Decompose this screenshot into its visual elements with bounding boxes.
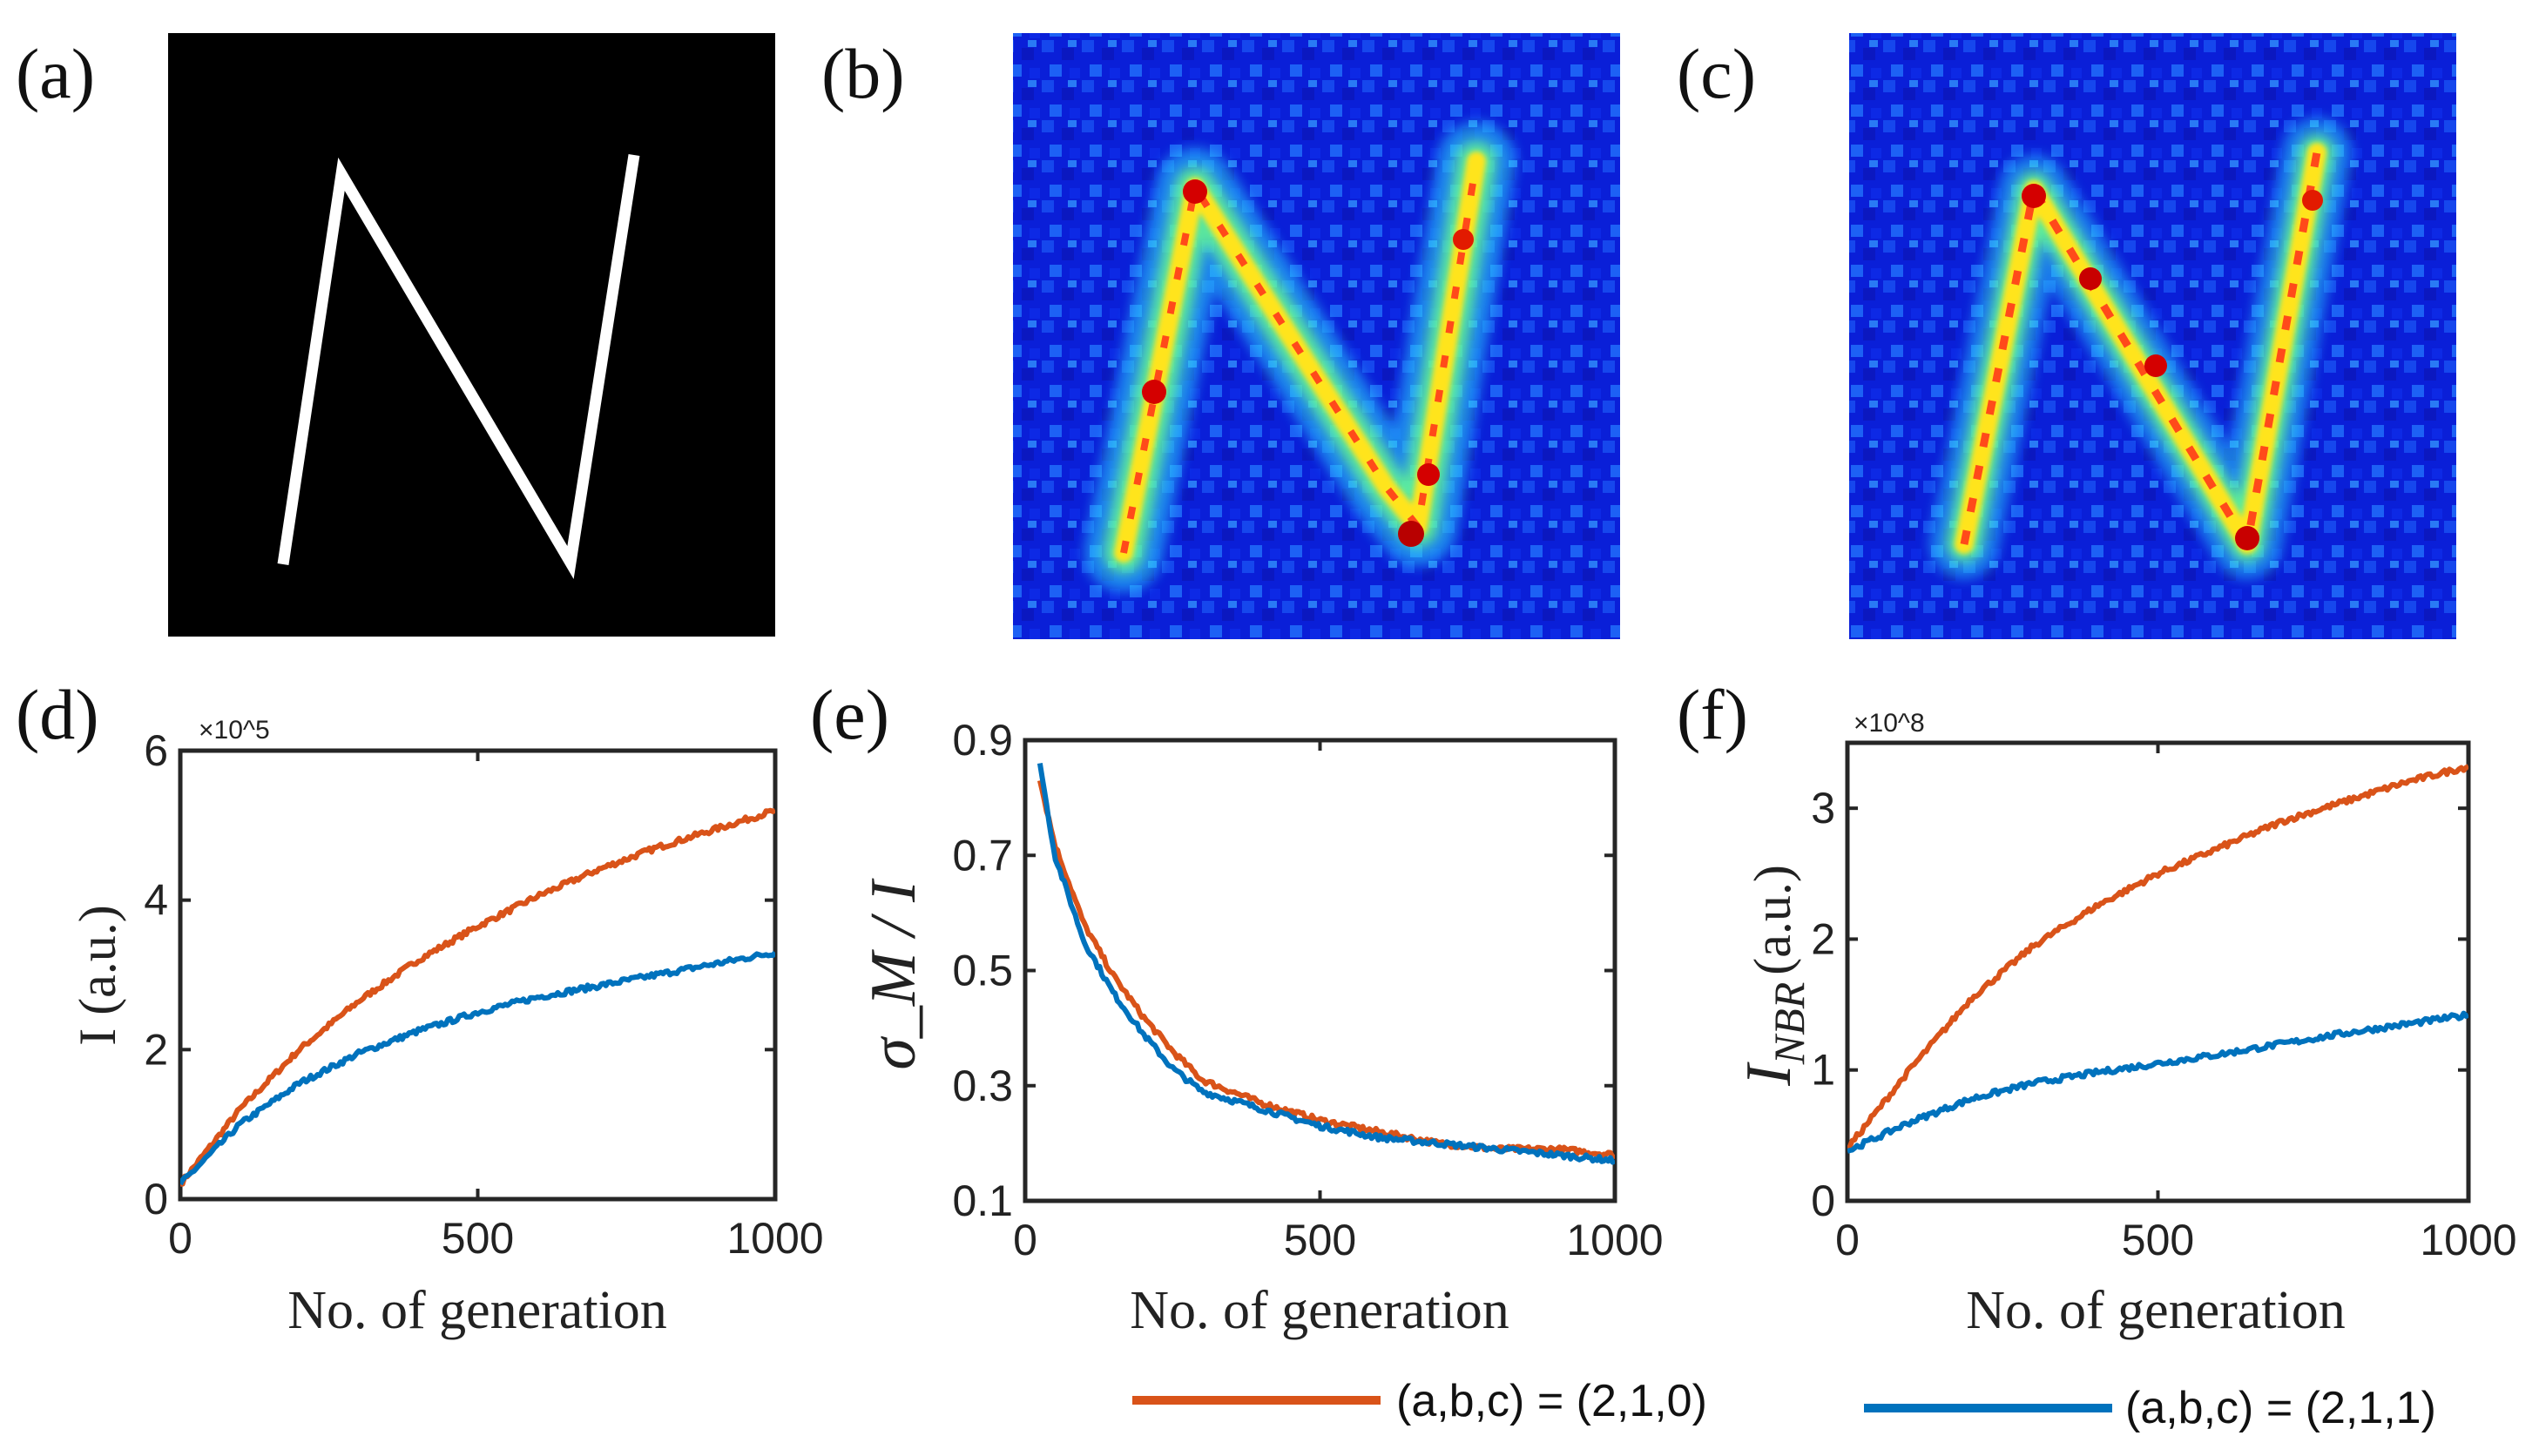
series-line-e-1	[1037, 779, 1615, 1160]
x-axis-label-e: No. of generation	[1130, 1281, 1509, 1340]
legend-label-series1: (a,b,c) = (2,1,0)	[1396, 1376, 1707, 1426]
series-line-d-2	[180, 950, 775, 1186]
series-line-d-1	[180, 807, 775, 1187]
reconstruction-image-c	[1849, 33, 2456, 639]
y-axis-label-f: INBR (a.u.)	[1733, 865, 1813, 1087]
y-tick-label-e: 0.5	[952, 947, 1013, 995]
y-axis-label-f-main: I	[1733, 1062, 1805, 1087]
panel-label-f: (f)	[1677, 675, 1748, 754]
x-tick-label-e: 1000	[1566, 1216, 1663, 1264]
panel-label-e: (e)	[810, 675, 889, 754]
series-line-f-2	[1847, 1010, 2468, 1154]
y-tick-label-d: 0	[144, 1175, 168, 1223]
y-axis-label-d: I (a.u.)	[69, 905, 126, 1046]
chart-mean-intensity: 0 500 1000 0 2 4 6 ×10^5 No. of generation I (…	[69, 716, 824, 1340]
y-tick-label-e: 0.7	[952, 831, 1013, 880]
y-tick-label-f: 0	[1811, 1176, 1835, 1225]
target-image-a	[168, 33, 775, 637]
x-tick-label-d: 1000	[726, 1214, 823, 1263]
legend: (a,b,c) = (2,1,0) (a,b,c) = (2,1,1)	[1132, 1376, 2436, 1433]
axes-frame-f	[1845, 740, 2471, 1203]
x-tick-label-e: 0	[1013, 1216, 1037, 1264]
y-tick-label-e: 0.3	[952, 1062, 1013, 1110]
panel-label-c: (c)	[1677, 34, 1756, 113]
y-tick-label-d: 4	[144, 876, 168, 925]
panel-label-a: (a)	[16, 34, 95, 113]
x-tick-label-f: 1000	[2420, 1216, 2516, 1264]
y-axis-label-f-sub: NBR	[1765, 982, 1813, 1065]
target-letter-n	[277, 153, 640, 579]
x-tick-label-f: 0	[1835, 1216, 1860, 1264]
y-tick-label-f: 1	[1811, 1046, 1835, 1095]
x-axis-label-f: No. of generation	[1966, 1281, 2346, 1340]
chart-contrast: 0 500 1000 0.1 0.3 0.5 0.7 0.9 No. of generatio…	[858, 716, 1664, 1340]
axes-frame-e	[1023, 738, 1617, 1203]
x-tick-label-f: 500	[2122, 1216, 2194, 1264]
x-tick-label-d: 500	[442, 1214, 514, 1263]
axes-frame-d	[178, 748, 778, 1202]
series-line-e-2	[1037, 763, 1615, 1165]
y-tick-label-d: 2	[144, 1025, 168, 1074]
y-tick-label-f: 2	[1811, 914, 1835, 963]
panel-label-b: (b)	[821, 34, 905, 113]
legend-label-series2: (a,b,c) = (2,1,1)	[2125, 1383, 2436, 1433]
x-tick-label-d: 0	[168, 1214, 192, 1263]
y-exponent-f: ×10^8	[1854, 709, 1925, 738]
x-axis-label-d: No. of generation	[287, 1281, 667, 1340]
panel-label-d: (d)	[16, 675, 99, 754]
chart-nbr-intensity: 0 500 1000 0 1 2 3 ×10^8 No. of generation INB…	[1733, 709, 2517, 1340]
reconstruction-image-b	[1013, 33, 1620, 639]
x-tick-label-e: 500	[1284, 1216, 1356, 1264]
y-tick-label-d: 6	[144, 726, 168, 775]
y-exponent-d: ×10^5	[199, 716, 270, 745]
y-axis-label-f-unit: (a.u.)	[1744, 865, 1801, 975]
y-tick-label-e: 0.1	[952, 1176, 1013, 1225]
y-tick-label-f: 3	[1811, 784, 1835, 832]
y-axis-label-e: σ_M / I	[858, 878, 929, 1070]
y-tick-label-e: 0.9	[952, 716, 1013, 765]
series-line-f-1	[1847, 764, 2468, 1151]
